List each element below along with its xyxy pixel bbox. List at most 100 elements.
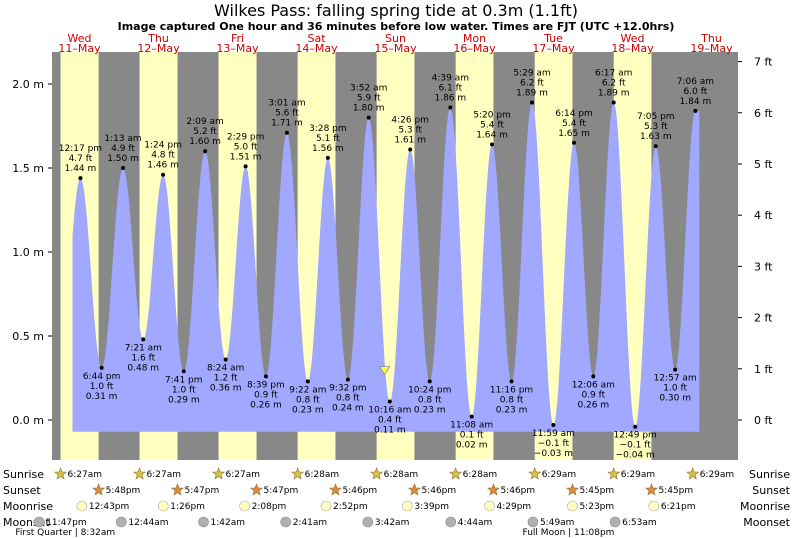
tide-label: 1.89 m	[516, 88, 548, 98]
tide-point	[633, 424, 638, 429]
tide-label: 1.44 m	[65, 164, 97, 174]
tide-label: 11:59 am	[532, 429, 575, 439]
sunrise-time: 6:28am	[384, 470, 419, 480]
day-name: Wed	[621, 32, 645, 45]
tide-point	[611, 100, 616, 105]
tide-point	[572, 140, 577, 145]
tide-label: 0.1 ft	[460, 431, 484, 441]
sunset-time: 5:46pm	[342, 486, 377, 496]
tide-label: 12:57 am	[654, 374, 697, 384]
moonrise-label-right: Moonrise	[740, 500, 790, 513]
tide-point	[408, 147, 413, 152]
tide-point	[223, 357, 228, 362]
tide-label: 8:39 pm	[247, 380, 285, 390]
tide-label: 6.2 ft	[602, 78, 626, 88]
tide-point	[530, 100, 535, 105]
tide-label: 5.6 ft	[275, 109, 299, 119]
tide-label: 1.2 ft	[214, 374, 238, 384]
tide-label: 7:06 am	[677, 77, 714, 87]
tide-label: −0.1 ft	[620, 441, 652, 451]
tide-label: 0.9 ft	[581, 390, 605, 400]
sunrise-star-icon	[133, 467, 146, 480]
tide-label: 5.2 ft	[193, 127, 217, 137]
tide-label: 5.0 ft	[234, 142, 258, 152]
tide-point	[490, 142, 495, 147]
tide-point	[591, 374, 596, 379]
sunset-star-icon	[250, 483, 263, 496]
moonrise-time: 2:52pm	[333, 502, 368, 512]
tide-point	[427, 379, 432, 384]
tide-label: 5:20 pm	[473, 110, 511, 120]
chart-title: Wilkes Pass: falling spring tide at 0.3m…	[214, 1, 578, 20]
tide-label: 1.46 m	[147, 161, 179, 171]
sunrise-star-icon	[686, 467, 700, 480]
tide-label: 0.31 m	[86, 392, 118, 402]
tide-label: 5.4 ft	[562, 119, 586, 129]
right-tick-label: 3 ft	[754, 260, 773, 273]
tide-label: 0.8 ft	[296, 395, 320, 405]
moonrise-icon	[402, 500, 413, 512]
tide-label: 5.3 ft	[644, 122, 668, 132]
day-name: Thu	[700, 32, 722, 45]
tide-label: 2:29 pm	[227, 132, 265, 142]
tide-label: 0.23 m	[292, 405, 324, 415]
moonrise-time: 2:08pm	[252, 502, 287, 512]
sunset-time: 5:48pm	[106, 486, 141, 496]
tide-label: 1.56 m	[312, 144, 344, 154]
tide-label: 5.3 ft	[398, 126, 422, 136]
tide-label: 4.8 ft	[151, 151, 175, 161]
tide-label: 12:06 am	[572, 380, 615, 390]
tide-label: 1.0 ft	[172, 385, 196, 395]
tide-point	[243, 164, 248, 169]
moonrise-icon	[648, 500, 660, 512]
moonrise-icon	[157, 500, 169, 512]
tide-label: 6.1 ft	[438, 84, 462, 94]
moonset-icon	[609, 516, 621, 528]
moonset-time: 2:41am	[293, 518, 328, 528]
chart-subtitle: Image captured One hour and 36 minutes b…	[118, 20, 675, 33]
sunrise-time: 6:27am	[226, 470, 260, 480]
astro-rows: Sunrise Sunset Moonrise Moonset Sunrise …	[3, 467, 791, 538]
right-tick-label: 1 ft	[754, 363, 773, 376]
tide-label: 1.71 m	[271, 119, 303, 129]
sunrise-label-left: Sunrise	[3, 468, 44, 481]
tide-label: 1.60 m	[189, 137, 221, 147]
sunset-label-right: Sunset	[752, 484, 790, 497]
sunset-time: 5:47pm	[185, 486, 220, 496]
tide-point	[161, 172, 166, 177]
tide-label: 4:26 pm	[391, 116, 429, 126]
sunrise-label-right: Sunrise	[749, 468, 790, 481]
day-name: Thu	[147, 32, 169, 45]
tide-label: 0.8 ft	[336, 394, 360, 404]
moonset-time: 1:42am	[211, 518, 246, 528]
tide-label: 9:22 am	[289, 385, 326, 395]
tide-area	[72, 102, 700, 432]
day-name: Sat	[307, 32, 326, 45]
day-name: Tue	[543, 32, 563, 45]
moonset-time: 11:47pm	[46, 518, 86, 528]
tide-point	[121, 166, 126, 170]
tide-label: 9:32 pm	[329, 384, 367, 394]
tide-label: 5:29 am	[513, 68, 550, 78]
tide-label: 0.4 ft	[378, 416, 402, 426]
tide-label: 0.36 m	[210, 384, 242, 394]
day-name: Mon	[463, 32, 486, 45]
sunrise-star-icon	[212, 467, 225, 480]
moonset-time: 3:42am	[375, 518, 410, 528]
moonset-time: 5:49am	[540, 518, 575, 528]
day-date: 12–May	[137, 42, 180, 55]
sunrise-time: 6:27am	[68, 470, 103, 480]
tide-label: −0.03 m	[534, 449, 573, 459]
tide-label: 0.11 m	[374, 426, 406, 436]
sunrise-time: 6:27am	[147, 470, 182, 480]
right-tick-label: 6 ft	[754, 107, 773, 120]
day-name: Fri	[231, 32, 244, 45]
moonset-icon	[198, 516, 209, 528]
sunset-star-icon	[408, 483, 421, 496]
moonrise-time: 4:29pm	[497, 502, 532, 512]
tide-point	[181, 369, 186, 374]
tide-label: 3:52 am	[350, 84, 387, 94]
sunset-label-left: Sunset	[3, 484, 41, 497]
tide-label: 11:16 pm	[490, 385, 533, 395]
